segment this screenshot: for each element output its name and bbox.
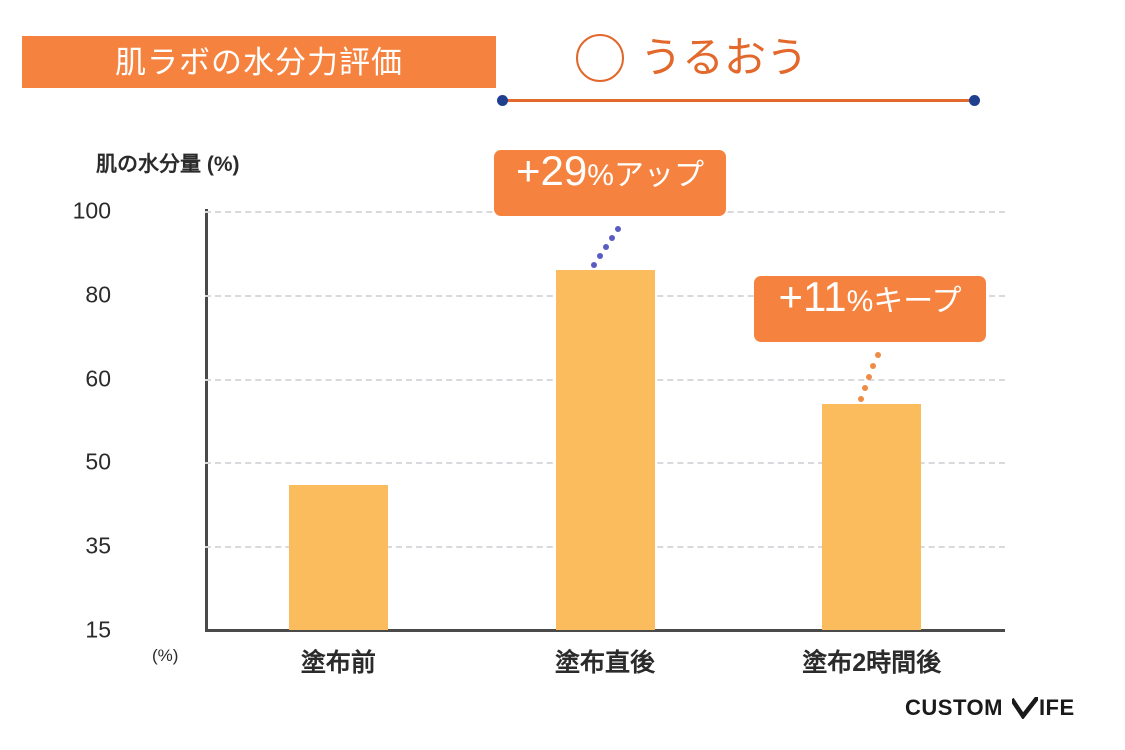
y-tick-label: 100 — [72, 197, 111, 224]
logo-text-second: IFE — [1038, 695, 1075, 720]
callout-value: +29 — [516, 147, 588, 194]
header-divider — [497, 95, 980, 106]
callout-badge: +11 %キープ — [754, 276, 986, 342]
x-category-label: 塗布前 — [300, 649, 376, 677]
y-tick-label: 60 — [85, 365, 111, 392]
logo-mark: IFE — [1011, 695, 1075, 720]
leader-dot — [857, 395, 864, 402]
bar-塗布前 — [288, 484, 388, 630]
y-tick-label: 80 — [85, 281, 111, 308]
y-tick-label: 15 — [85, 616, 111, 643]
x-category-label: 塗布2時間後 — [802, 649, 942, 677]
callout-badge: +29 %アップ — [494, 150, 726, 216]
title-banner: 肌ラボの水分力評価 — [22, 36, 496, 88]
divider-dot-right — [969, 95, 980, 106]
custom-life-logo: CUSTOM IFE — [905, 697, 1075, 719]
y-axis-title: 肌の水分量 (%) — [96, 153, 240, 176]
divider-dot-left — [497, 95, 508, 106]
y-tick-label: 50 — [85, 448, 111, 475]
x-axis-line — [205, 629, 1005, 632]
y-axis-line — [205, 209, 208, 632]
circle-icon — [576, 34, 624, 82]
leader-dot — [596, 252, 603, 259]
leader-dot — [870, 362, 877, 369]
check-icon — [1011, 697, 1038, 719]
leader-dot — [602, 243, 609, 250]
leader-dot — [861, 384, 868, 391]
tagline: うるおう — [576, 34, 808, 82]
leader-dot — [614, 226, 621, 232]
tagline-text: うるおう — [640, 34, 809, 81]
title-banner-text: 肌ラボの水分力評価 — [115, 44, 403, 80]
logo-text-first: CUSTOM — [905, 695, 1003, 720]
leader-dot — [866, 373, 873, 380]
x-axis-unit: (%) — [152, 646, 179, 665]
x-category-label: 塗布直後 — [554, 649, 656, 677]
callout-suffix: %アップ — [587, 159, 704, 192]
callout-suffix: %キープ — [846, 285, 962, 318]
y-tick-label: 35 — [85, 532, 111, 559]
callout-value: +11 — [778, 273, 847, 320]
leader-dot — [874, 352, 881, 358]
leader-dot — [608, 234, 615, 241]
bar-塗布直後 — [555, 269, 655, 630]
leader-dot — [591, 261, 597, 268]
bar-塗布2時間後 — [822, 403, 922, 630]
